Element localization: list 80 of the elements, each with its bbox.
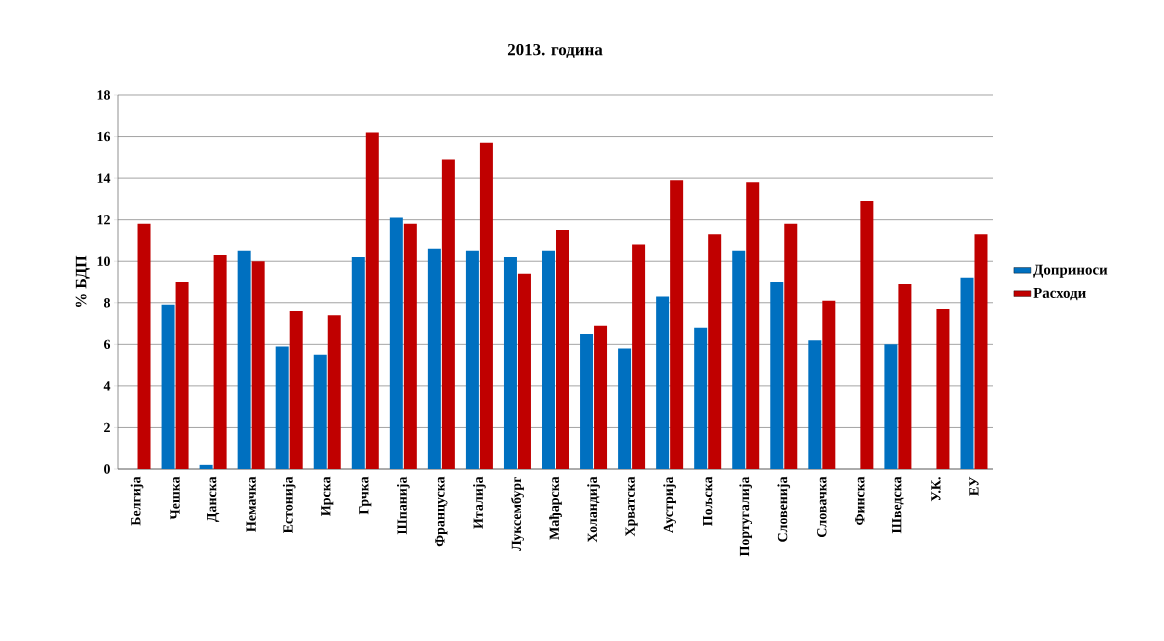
x-tick-label: Ирска: [321, 476, 334, 516]
x-tick-label: Словенија: [777, 476, 791, 542]
chart-title: 2013. година: [507, 43, 603, 59]
bar: [517, 273, 531, 469]
bar: [503, 257, 517, 469]
legend-label: Доприноси: [1033, 264, 1108, 278]
bar: [694, 327, 708, 469]
y-axis-title: % БДП: [75, 255, 90, 307]
x-tick-label: Данска: [207, 476, 220, 523]
bar: [898, 284, 912, 469]
x-tick-label: Француска: [435, 476, 448, 547]
x-tick-label: Словачка: [817, 476, 827, 537]
y-tick-label: 2: [104, 422, 110, 433]
bar: [632, 244, 646, 469]
bar: [351, 257, 365, 469]
bar: [289, 311, 303, 469]
bar: [732, 250, 746, 469]
bar: [770, 282, 784, 469]
bar: [974, 234, 988, 469]
bar: [275, 346, 289, 469]
x-tick-label: Пољска: [703, 476, 713, 526]
y-tick-label: 0: [104, 464, 110, 474]
bar: [237, 250, 251, 469]
bar: [403, 223, 417, 469]
x-tick-label: Финска: [855, 476, 865, 526]
bar: [327, 315, 341, 469]
bar: [618, 348, 632, 469]
y-tick-label: 8: [103, 298, 111, 308]
bar: [884, 344, 898, 469]
bar: [822, 300, 836, 469]
bar: [213, 254, 227, 469]
bar: [860, 200, 874, 469]
bar: [542, 250, 555, 469]
y-tick-label: 18: [97, 90, 111, 100]
y-tick-label: 14: [97, 173, 111, 183]
bar: [580, 333, 594, 469]
legend-label: Расходи: [1033, 287, 1086, 301]
bar: [137, 223, 151, 469]
x-tick-label: Шпанија: [397, 476, 410, 535]
x-tick-label: У.К.: [931, 477, 941, 502]
bar: [960, 277, 974, 469]
x-tick-label: Чешка: [170, 476, 180, 520]
bar: [594, 325, 608, 469]
x-tick-label: ЕУ: [969, 476, 979, 496]
bar: [365, 132, 379, 469]
bar: [175, 282, 189, 469]
bar: [389, 217, 403, 469]
x-tick-label: Луксембург: [510, 476, 524, 551]
bar: [784, 223, 798, 469]
bar: [465, 250, 479, 469]
x-tick-label: Немачка: [246, 476, 256, 532]
x-tick-label: Хрватска: [625, 476, 638, 537]
bar: [427, 248, 441, 469]
bar: [670, 180, 684, 469]
bar: [251, 261, 265, 469]
x-tick-label: Шведска: [892, 476, 904, 534]
y-tick-label: 16: [97, 131, 111, 142]
bar: [808, 340, 822, 469]
x-tick-label: Холандија: [587, 476, 600, 543]
bar: [199, 464, 213, 469]
bar: [556, 230, 569, 469]
bar: [161, 304, 175, 469]
y-tick-label: 10: [97, 256, 110, 266]
bar: [479, 142, 493, 469]
bar: [936, 309, 950, 469]
y-tick-label: 12: [97, 215, 110, 225]
bar: [441, 159, 455, 469]
y-tick-label: 4: [103, 381, 111, 391]
x-tick-label: Аустрија: [663, 476, 676, 533]
bar: [313, 354, 327, 469]
y-tick-label: 6: [103, 339, 111, 350]
x-tick-label: Италија: [473, 476, 486, 529]
x-tick-label: Естонија: [282, 476, 296, 534]
bar: [746, 182, 760, 469]
x-tick-label: Белгија: [130, 476, 144, 526]
x-tick-label: Грчка: [359, 476, 372, 515]
bar: [656, 296, 670, 469]
bar: [708, 234, 722, 469]
x-tick-label: Португалија: [739, 476, 753, 557]
x-tick-label: Мађарска: [549, 476, 562, 540]
